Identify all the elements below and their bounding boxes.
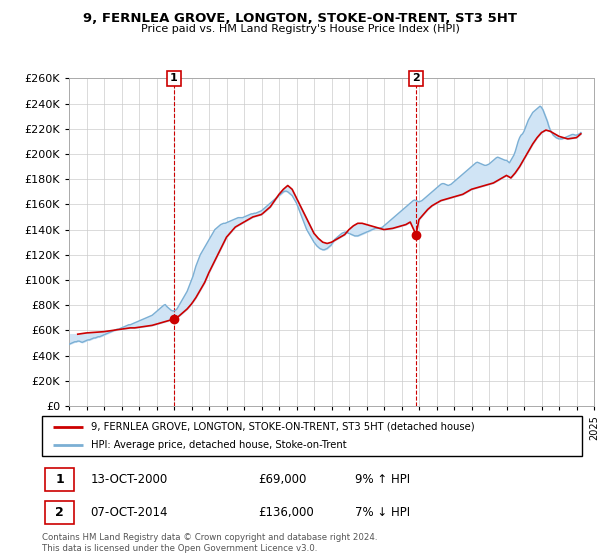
Text: Price paid vs. HM Land Registry's House Price Index (HPI): Price paid vs. HM Land Registry's House … <box>140 24 460 34</box>
Text: 1: 1 <box>55 473 64 486</box>
Text: 2: 2 <box>55 506 64 519</box>
Text: 2: 2 <box>412 73 420 83</box>
Text: 13-OCT-2000: 13-OCT-2000 <box>91 473 168 486</box>
Text: 1: 1 <box>170 73 178 83</box>
Text: HPI: Average price, detached house, Stoke-on-Trent: HPI: Average price, detached house, Stok… <box>91 440 346 450</box>
Text: Contains HM Land Registry data © Crown copyright and database right 2024.
This d: Contains HM Land Registry data © Crown c… <box>42 533 377 553</box>
Text: 9, FERNLEA GROVE, LONGTON, STOKE-ON-TRENT, ST3 5HT: 9, FERNLEA GROVE, LONGTON, STOKE-ON-TREN… <box>83 12 517 25</box>
Bar <box>45 468 74 491</box>
Text: 07-OCT-2014: 07-OCT-2014 <box>91 506 168 519</box>
Text: 9% ↑ HPI: 9% ↑ HPI <box>355 473 410 486</box>
Text: 9, FERNLEA GROVE, LONGTON, STOKE-ON-TRENT, ST3 5HT (detached house): 9, FERNLEA GROVE, LONGTON, STOKE-ON-TREN… <box>91 422 474 432</box>
Text: £136,000: £136,000 <box>258 506 314 519</box>
Bar <box>45 501 74 524</box>
Text: 7% ↓ HPI: 7% ↓ HPI <box>355 506 410 519</box>
Text: £69,000: £69,000 <box>258 473 307 486</box>
